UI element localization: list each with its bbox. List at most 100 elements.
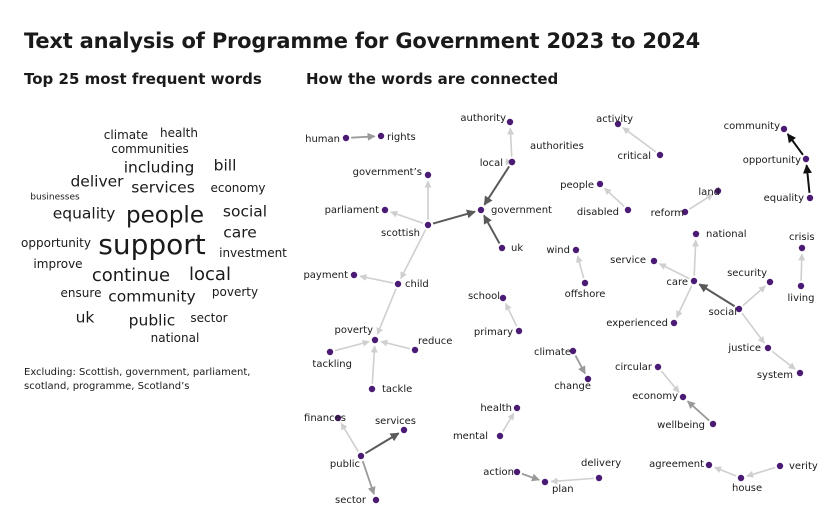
cloud-word-deliver: deliver: [70, 172, 124, 191]
node-dot: [650, 257, 658, 265]
edge-local-to-government: [483, 165, 511, 206]
node-people: people: [560, 180, 604, 191]
node-human: human: [305, 134, 350, 145]
node-label: human: [305, 134, 340, 145]
node-label: house: [732, 483, 762, 494]
cloud-word-equality: equality: [52, 204, 116, 223]
node-label: critical: [618, 151, 652, 162]
node-label: wind: [546, 245, 570, 256]
edge-justice-to-system: [771, 350, 796, 370]
edge-action-to-plan: [521, 472, 540, 482]
node-dot: [681, 208, 689, 216]
node-scottish: scottish: [381, 221, 432, 239]
node-equality: equality: [764, 193, 814, 204]
node-wellbeing: wellbeing: [657, 420, 717, 431]
node-dot: [776, 462, 784, 470]
edge-mental-to-health: [502, 412, 515, 432]
node-dot: [692, 230, 700, 238]
node-dot: [498, 244, 506, 252]
edge-uk-to-government: [483, 214, 501, 244]
page-title: Text analysis of Programme for Governmen…: [24, 29, 701, 53]
node-dot: [802, 155, 810, 163]
node-label: activity: [596, 114, 633, 125]
node-climate: climate: [534, 347, 577, 358]
cloud-word-opportunity: opportunity: [21, 236, 91, 250]
node-label: care: [666, 277, 688, 288]
cloud-word-continue: continue: [91, 265, 171, 286]
cloud-word-support: support: [98, 228, 206, 261]
edge-reduce-to-poverty: [380, 339, 411, 350]
node-dot: [737, 474, 745, 482]
node-dot: [806, 194, 814, 202]
cloud-word-services: services: [131, 178, 195, 197]
cloud-word-climate: climate: [103, 128, 149, 142]
edge-reform-to-land: [688, 193, 714, 210]
node-agreement: agreement: [649, 459, 713, 470]
node-dot: [595, 474, 603, 482]
edge-circular-to-economy: [660, 370, 680, 393]
node-dot: [584, 375, 592, 383]
node-dot: [377, 132, 385, 140]
node-dot: [581, 279, 589, 287]
edge-public-to-finances: [340, 422, 359, 452]
node-dot: [670, 319, 678, 327]
node-label: living: [788, 293, 815, 304]
node-dot: [411, 346, 419, 354]
node-dot: [690, 277, 698, 285]
node-plan: plan: [541, 478, 574, 495]
edge-care-to-service: [658, 263, 690, 280]
node-child: child: [394, 279, 429, 290]
node-label: experienced: [606, 318, 668, 329]
node-health: health: [480, 403, 521, 414]
node-economy: economy: [632, 391, 687, 402]
cloud-word-ensure: ensure: [60, 286, 102, 300]
node-dot: [506, 118, 514, 126]
edge-tackling-to-poverty: [334, 339, 370, 352]
edge-verity-to-house: [746, 466, 776, 478]
edge-social-to-security: [742, 285, 766, 307]
node-label: poverty: [335, 325, 374, 336]
cloud-word-public: public: [128, 311, 176, 330]
node-dot: [766, 278, 774, 286]
node-label: climate: [534, 347, 571, 358]
node-dot: [371, 336, 379, 344]
edge-living-to-crisis: [798, 253, 806, 281]
node-dot: [569, 347, 577, 355]
node-label: service: [610, 255, 646, 266]
node-circular: circular: [615, 362, 662, 373]
node-community: community: [724, 121, 788, 133]
node-label: scottish: [381, 228, 420, 239]
node-dot: [350, 271, 358, 279]
node-crisis: crisis: [789, 232, 815, 252]
node-dot: [499, 294, 507, 302]
cloud-word-economy: economy: [210, 181, 266, 195]
edge-social-to-justice: [741, 312, 765, 344]
edge-care-to-experienced: [675, 285, 693, 319]
network-heading: How the words are connected: [306, 70, 559, 88]
cloud-word-bill: bill: [213, 156, 237, 175]
edge-public-to-sector: [361, 460, 376, 495]
node-security: security: [727, 268, 774, 286]
node-label: people: [560, 180, 594, 191]
node-dot: [714, 187, 722, 195]
edge-equality-to-opportunity: [802, 164, 812, 193]
node-dot: [496, 432, 504, 440]
edge-critical-to-activity: [622, 127, 657, 153]
edge-climate-to-change: [574, 355, 586, 375]
cloud-word-investment: investment: [219, 246, 287, 260]
node-label: security: [727, 268, 767, 279]
node-offshore: offshore: [565, 279, 605, 300]
node-label: school: [468, 291, 500, 302]
node-public: public: [330, 452, 365, 470]
node-label: tackle: [382, 384, 412, 395]
edge-offshore-to-wind: [575, 255, 585, 279]
node-change: change: [554, 375, 592, 392]
node-dot: [780, 125, 788, 133]
node-payment: payment: [303, 270, 358, 281]
node-house: house: [732, 474, 762, 494]
edge-opportunity-to-community: [786, 133, 804, 156]
node-label: system: [757, 370, 793, 381]
node-dot: [372, 496, 380, 504]
node-service: service: [610, 255, 658, 266]
